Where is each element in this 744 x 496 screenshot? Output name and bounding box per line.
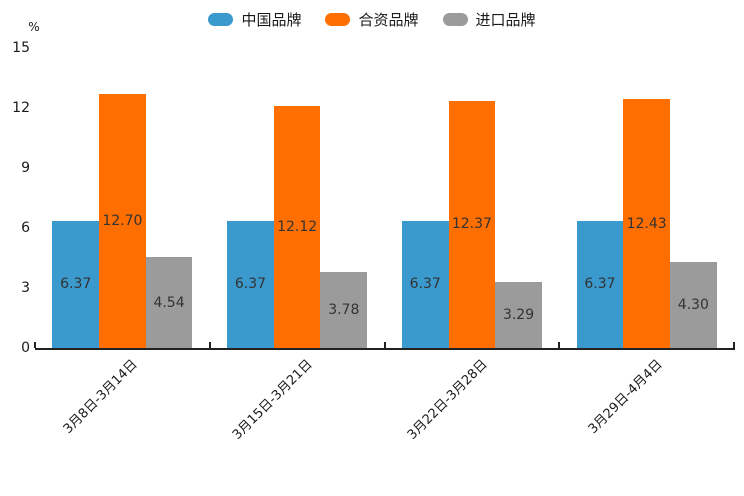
y-tick-label: 6 [21, 220, 30, 236]
x-axis-tick [733, 342, 735, 348]
x-axis-tick [558, 342, 561, 348]
bar-中国品牌-2[interactable]: 6.37 [401, 220, 449, 348]
bar-中国品牌-1[interactable]: 6.37 [227, 220, 274, 348]
bar-value-label: 6.37 [409, 276, 441, 293]
y-tick-label: 15 [12, 40, 30, 56]
legend-swatch-icon [325, 13, 351, 26]
bar-value-label: 6.37 [60, 276, 92, 293]
legend-label: 进口品牌 [475, 11, 536, 29]
bar-value-label: 4.54 [153, 294, 185, 311]
bar-value-label: 6.37 [234, 276, 267, 293]
x-category-label: 3月29日-4月4日 [585, 357, 666, 437]
legend-swatch-icon [442, 13, 468, 26]
bar-合资品牌-1[interactable]: 12.12 [273, 105, 321, 348]
bar-进口品牌-3[interactable]: 4.30 [669, 262, 717, 348]
bar-进口品牌-1[interactable]: 3.78 [320, 272, 368, 348]
bar-合资品牌-2[interactable]: 12.37 [448, 100, 496, 348]
legend-item-0[interactable]: 中国品牌 [208, 9, 301, 30]
legend-swatch-icon [208, 13, 234, 26]
bar-value-label: 4.30 [677, 297, 709, 313]
y-tick-label: 9 [21, 160, 30, 176]
bar-value-label: 3.78 [328, 302, 360, 319]
legend-item-1[interactable]: 合资品牌 [325, 9, 419, 30]
bar-合资品牌-3[interactable]: 12.43 [623, 99, 670, 348]
bar-value-label: 12.43 [626, 215, 667, 232]
bar-中国品牌-0[interactable]: 6.37 [52, 220, 100, 348]
legend-item-2[interactable]: 进口品牌 [442, 9, 536, 30]
y-tick-label: 12 [12, 100, 30, 116]
y-axis-unit-label: % [28, 20, 40, 34]
x-axis-tick [208, 342, 211, 348]
legend-label: 合资品牌 [358, 11, 419, 29]
legend: 中国品牌 合资品牌 进口品牌 [0, 9, 744, 30]
y-tick-label: 0 [21, 340, 30, 356]
bar-进口品牌-0[interactable]: 4.54 [145, 257, 193, 348]
x-category-label: 3月15日-3月21日 [229, 357, 316, 443]
legend-label: 中国品牌 [241, 11, 302, 29]
bar-进口品牌-2[interactable]: 3.29 [495, 282, 542, 348]
bar-中国品牌-3[interactable]: 6.37 [576, 220, 624, 348]
x-axis-tick [34, 342, 36, 348]
bar-value-label: 6.37 [584, 276, 616, 293]
x-category-label: 3月8日-3月14日 [61, 357, 141, 437]
bar-value-label: 12.12 [277, 218, 318, 235]
y-tick-label: 3 [21, 280, 30, 296]
x-category-label: 3月22日-3月28日 [404, 357, 491, 443]
bar-value-label: 12.70 [102, 213, 143, 229]
bar-value-label: 12.37 [451, 216, 492, 233]
bar-合资品牌-0[interactable]: 12.70 [99, 94, 146, 348]
x-axis-line [35, 348, 735, 350]
bar-value-label: 3.29 [502, 307, 535, 324]
x-axis-tick [383, 342, 386, 348]
